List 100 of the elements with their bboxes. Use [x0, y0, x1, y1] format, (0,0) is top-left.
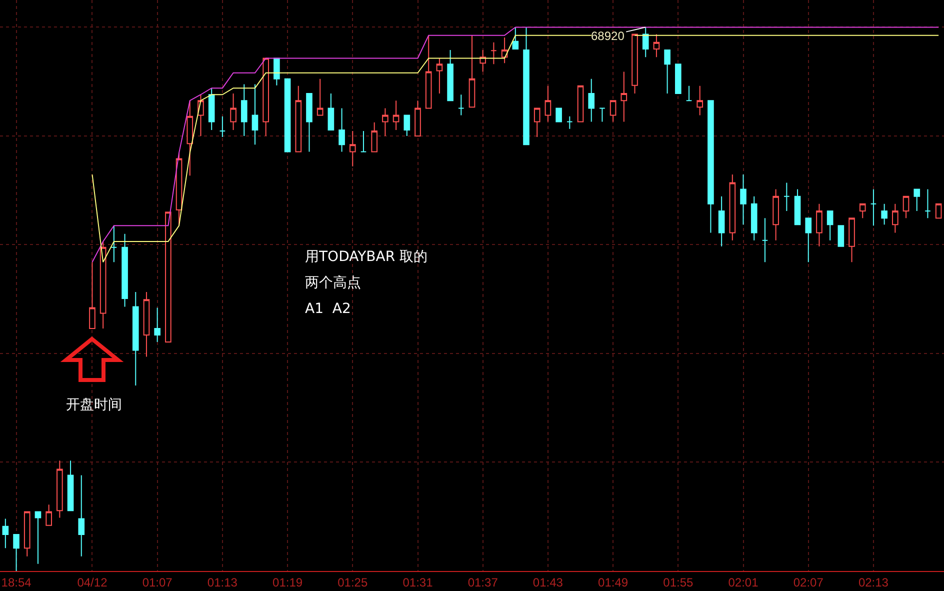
- candlestick: [143, 292, 150, 358]
- candlestick: [892, 203, 898, 234]
- candlestick: [425, 34, 432, 109]
- candlestick: [490, 42, 497, 65]
- candlestick: [262, 58, 269, 136]
- candlestick: [772, 188, 779, 241]
- candlestick: [653, 34, 660, 58]
- candlestick: [881, 203, 888, 226]
- candlestick: [870, 188, 877, 226]
- candlestick: [447, 50, 454, 102]
- x-tick-label: 01:25: [338, 575, 368, 590]
- candlestick: [154, 307, 160, 343]
- candlestick: [512, 26, 519, 50]
- candlestick: [122, 233, 128, 308]
- candlestick: [534, 108, 540, 138]
- candlestick: [762, 218, 768, 263]
- candlestick: [620, 71, 628, 122]
- candlestick: [78, 474, 85, 557]
- candlestick: [664, 50, 670, 94]
- candlestick: [816, 203, 822, 247]
- candlestick: [599, 108, 606, 122]
- candlestick: [577, 85, 584, 122]
- candlestick: [805, 218, 812, 263]
- candlestick: [2, 518, 9, 549]
- candlestick: [208, 88, 215, 130]
- candlestick: [67, 460, 74, 512]
- candlestick: [838, 225, 844, 247]
- candlestick: [523, 26, 530, 146]
- candlestick: [306, 93, 312, 152]
- annotation: A1 A2: [305, 301, 351, 317]
- candlestick: [295, 85, 302, 152]
- x-tick-label: 01:49: [598, 575, 628, 590]
- candlestick: [632, 34, 638, 94]
- candlestick: [544, 85, 552, 122]
- x-tick-label: 02:13: [858, 575, 889, 590]
- x-tick-label: 01:13: [207, 575, 238, 590]
- x-tick-label: 01:43: [532, 575, 564, 590]
- candlestick: [274, 58, 280, 86]
- annotation: 用TODAYBAR 取的两个高点: [305, 249, 428, 291]
- candlestick: [924, 188, 931, 219]
- candlestick: [89, 262, 96, 329]
- candlestick: [284, 78, 291, 152]
- annotation: 68920: [591, 29, 625, 43]
- candlestick: [230, 93, 236, 130]
- candlestick: [219, 116, 226, 138]
- candlestick: [436, 58, 443, 94]
- candlestick: [349, 130, 356, 167]
- x-tick-label: 04/12: [77, 575, 108, 590]
- x-tick-label: 01:19: [272, 575, 303, 590]
- candlestick: [686, 85, 692, 102]
- candlestick: [110, 225, 118, 263]
- candlestick: [371, 122, 378, 152]
- candlestick: [34, 511, 42, 564]
- x-tick-label: 18:54: [1, 575, 32, 590]
- candlestick: [338, 108, 345, 152]
- annotation: 开盘时间: [66, 397, 122, 413]
- candlestick: [696, 85, 704, 116]
- candlestick: [750, 196, 758, 241]
- candlestick: [826, 210, 834, 241]
- candlestick: [914, 188, 920, 212]
- candlestick: [46, 504, 52, 526]
- x-tick-label: 02:07: [793, 575, 824, 590]
- candlestick: [132, 292, 139, 386]
- candlestick: [718, 196, 725, 247]
- candlestick: [316, 78, 324, 116]
- candlestick: [382, 108, 388, 136]
- candlestick: [675, 64, 682, 94]
- candlestick: [642, 26, 649, 58]
- candlestick: [859, 203, 866, 219]
- candlestick: [360, 130, 367, 152]
- candlestick: [501, 37, 508, 64]
- candlestick: [13, 534, 20, 571]
- candlestick: [165, 212, 172, 343]
- x-tick-label: 01:07: [142, 575, 173, 590]
- candlestick: [740, 174, 746, 226]
- candlestick: [414, 100, 421, 136]
- candlestick: [186, 100, 194, 176]
- candlestick: [100, 240, 106, 329]
- x-tick-label: 01:37: [468, 575, 498, 590]
- x-tick-label: 02:01: [728, 575, 759, 590]
- candlestick: [404, 114, 410, 136]
- candlestick: [784, 182, 790, 212]
- candlestick: [252, 84, 258, 146]
- candlestick: [56, 460, 63, 518]
- x-tick-label: 01:55: [663, 575, 694, 590]
- candlestick: [240, 84, 248, 136]
- candlestick: [848, 218, 855, 263]
- candlestick: [902, 196, 910, 219]
- x-tick-label: 01:31: [402, 575, 434, 590]
- candlestick: [328, 93, 334, 130]
- candlestick: [556, 108, 562, 122]
- candlestick: [468, 34, 476, 108]
- candlestick: [24, 511, 30, 557]
- candlestick: [708, 100, 714, 234]
- candlestick: [566, 116, 573, 130]
- candlestick: [610, 100, 616, 122]
- candlestick: [588, 78, 595, 122]
- candlestick: [176, 152, 182, 226]
- candlestick: [392, 100, 400, 130]
- candlestick: [729, 174, 736, 241]
